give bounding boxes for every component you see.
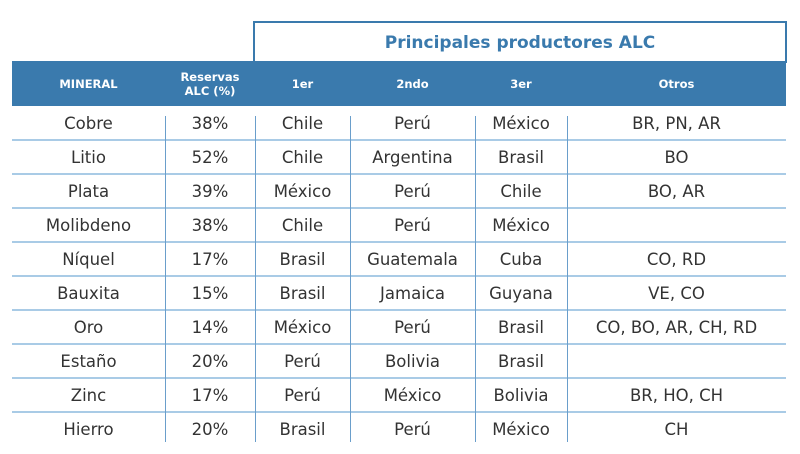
cell-3er: México bbox=[492, 419, 550, 439]
table-row: Níquel 17% Brasil Guatemala Cuba CO, RD bbox=[12, 242, 786, 276]
cell-mineral: Cobre bbox=[64, 113, 113, 133]
cell-3er: México bbox=[492, 215, 550, 235]
cell-mineral: Zinc bbox=[70, 385, 107, 405]
cell-3er: Bolivia bbox=[493, 385, 549, 405]
cell-1er: Brasil bbox=[279, 283, 326, 303]
row-divider bbox=[12, 411, 786, 413]
cell-mineral: Molibdeno bbox=[45, 215, 132, 235]
cell-1er: Perú bbox=[284, 351, 321, 371]
cell-2ndo: Bolivia bbox=[384, 351, 441, 371]
row-divider bbox=[12, 275, 786, 277]
header-reservas-line2: ALC (%) bbox=[184, 83, 236, 98]
cell-1er: México bbox=[273, 317, 332, 337]
cell-reservas: 15% bbox=[191, 283, 229, 303]
cell-mineral: Litio bbox=[71, 147, 106, 167]
cell-2ndo: Perú bbox=[394, 317, 431, 337]
row-divider bbox=[12, 377, 786, 379]
row-divider bbox=[12, 343, 786, 345]
table-row: Litio 52% Chile Argentina Brasil BO bbox=[12, 140, 786, 174]
table-row: Plata 39% México Perú Chile BO, AR bbox=[12, 174, 786, 208]
cell-reservas: 17% bbox=[191, 249, 229, 269]
cell-3er: Guyana bbox=[489, 283, 553, 303]
cell-3er: Chile bbox=[500, 181, 542, 201]
cell-1er: México bbox=[273, 181, 332, 201]
cell-otros: CO, RD bbox=[646, 249, 707, 269]
table-row: Oro 14% México Perú Brasil CO, BO, AR, CH, RD bbox=[12, 310, 786, 344]
cell-reservas: 14% bbox=[191, 317, 229, 337]
cell-2ndo: Argentina bbox=[372, 147, 453, 167]
cell-3er: Brasil bbox=[498, 351, 544, 371]
row-divider bbox=[12, 139, 786, 141]
cell-otros: VE, CO bbox=[648, 283, 705, 303]
header-reservas: Reservas ALC (%) bbox=[165, 61, 255, 106]
cell-2ndo: México bbox=[383, 385, 442, 405]
cell-mineral: Plata bbox=[67, 181, 110, 201]
column-divider bbox=[350, 116, 351, 442]
column-divider bbox=[255, 116, 256, 442]
cell-reservas: 20% bbox=[191, 419, 229, 439]
cell-mineral: Oro bbox=[73, 317, 104, 337]
table-row: Molibdeno 38% Chile Perú México bbox=[12, 208, 786, 242]
cell-mineral: Estaño bbox=[60, 351, 117, 371]
cell-mineral: Hierro bbox=[63, 419, 114, 439]
table-row: Bauxita 15% Brasil Jamaica Guyana VE, CO bbox=[12, 276, 786, 310]
cell-3er: Brasil bbox=[498, 147, 544, 167]
cell-otros: BO, AR bbox=[647, 181, 706, 201]
row-divider bbox=[12, 309, 786, 311]
row-divider bbox=[12, 241, 786, 243]
cell-otros bbox=[567, 208, 786, 242]
cell-reservas: 38% bbox=[191, 113, 229, 133]
table-row: Estaño 20% Perú Bolivia Brasil bbox=[12, 344, 786, 378]
row-divider bbox=[12, 173, 786, 175]
cell-2ndo: Perú bbox=[394, 181, 431, 201]
header-mineral: MINERAL bbox=[59, 76, 118, 91]
group-title: Principales productores ALC bbox=[384, 33, 656, 53]
cell-mineral: Bauxita bbox=[57, 283, 120, 303]
cell-otros: CO, BO, AR, CH, RD bbox=[595, 317, 758, 337]
cell-otros: BO bbox=[664, 147, 689, 167]
table-row: Zinc 17% Perú México Bolivia BR, HO, CH bbox=[12, 378, 786, 412]
cell-mineral: Níquel bbox=[62, 249, 115, 269]
header-otros: Otros bbox=[658, 76, 695, 91]
cell-2ndo: Perú bbox=[394, 419, 431, 439]
cell-reservas: 52% bbox=[191, 147, 229, 167]
header-3er: 3er bbox=[510, 76, 532, 91]
cell-1er: Chile bbox=[281, 215, 324, 235]
cell-1er: Brasil bbox=[279, 249, 326, 269]
column-divider bbox=[165, 116, 166, 442]
cell-1er: Chile bbox=[281, 147, 324, 167]
header-reservas-line1: Reservas bbox=[180, 69, 240, 84]
cell-otros: CH bbox=[664, 419, 689, 439]
cell-3er: México bbox=[492, 113, 550, 133]
cell-reservas: 39% bbox=[191, 181, 229, 201]
table-row: Cobre 38% Chile Perú México BR, PN, AR bbox=[12, 106, 786, 140]
cell-2ndo: Perú bbox=[394, 113, 431, 133]
cell-reservas: 20% bbox=[191, 351, 229, 371]
cell-otros: BR, PN, AR bbox=[632, 113, 721, 133]
column-divider bbox=[475, 116, 476, 442]
cell-1er: Chile bbox=[281, 113, 324, 133]
producers-group-header: Principales productores ALC bbox=[253, 21, 787, 63]
cell-2ndo: Perú bbox=[394, 215, 431, 235]
header-2ndo: 2ndo bbox=[396, 76, 429, 91]
cell-2ndo: Guatemala bbox=[367, 249, 458, 269]
cell-otros bbox=[567, 344, 786, 378]
row-divider bbox=[12, 207, 786, 209]
cell-1er: Brasil bbox=[279, 419, 326, 439]
column-divider bbox=[567, 116, 568, 442]
cell-1er: Perú bbox=[284, 385, 321, 405]
cell-3er: Cuba bbox=[499, 249, 543, 269]
cell-otros: BR, HO, CH bbox=[629, 385, 724, 405]
cell-reservas: 17% bbox=[191, 385, 229, 405]
cell-3er: Brasil bbox=[498, 317, 544, 337]
cell-2ndo: Jamaica bbox=[380, 283, 445, 303]
table-header: MINERAL Reservas ALC (%) 1er 2ndo 3er Ot… bbox=[12, 61, 786, 106]
cell-reservas: 38% bbox=[191, 215, 229, 235]
header-1er: 1er bbox=[291, 76, 314, 91]
table-row: Hierro 20% Brasil Perú México CH bbox=[12, 412, 786, 446]
